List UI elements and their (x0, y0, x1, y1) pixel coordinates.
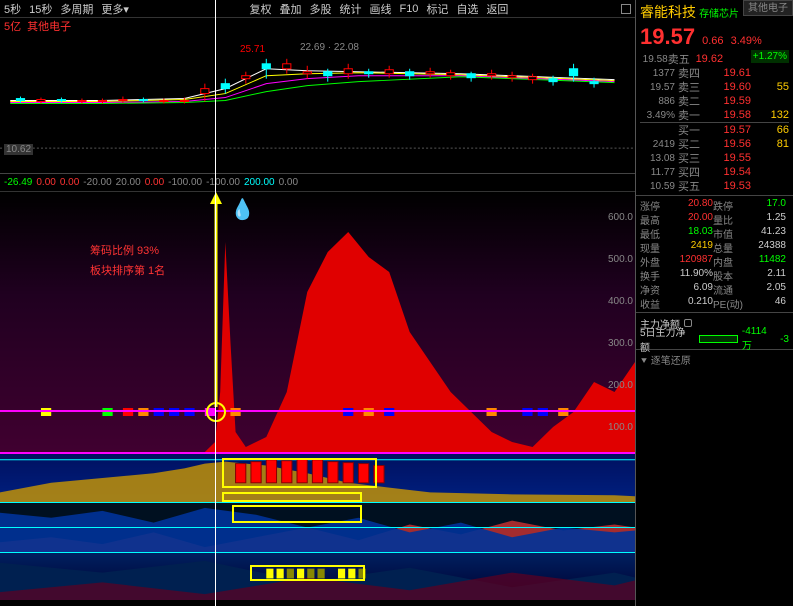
toolbar-item[interactable]: 画线 (369, 1, 391, 17)
scale-value: -100.00 (206, 177, 240, 188)
dropdown-label: 逐笔还原 (651, 356, 691, 367)
scale-value: 0.00 (145, 177, 164, 188)
toolbar-item[interactable]: 统计 (339, 1, 361, 17)
stat-row: 最高20.00量比1.25 (640, 212, 789, 226)
orderbook-row: 19.57卖三19.6055 (640, 80, 789, 94)
y-axis-label: 300.0 (608, 338, 633, 349)
y-axis-label: 200.0 (608, 380, 633, 391)
toolbar-item[interactable]: 复权 (249, 1, 271, 17)
scale-value: 200.00 (244, 177, 275, 188)
sector-label: 其他电子 (27, 18, 71, 34)
quote-side-panel: 其他电子 睿能科技 存储芯片 603933 19.57 0.66 3.49% +… (635, 0, 793, 606)
stat-row: 现量2419总量24388 (640, 240, 789, 254)
orderbook-row: 2419买二19.5681 (640, 137, 789, 151)
candlestick-chart[interactable]: 25.71 22.69 · 22.08 10.62 (0, 34, 635, 174)
orderbook-row: 19.58卖五19.62 (640, 52, 751, 66)
highlight-box (222, 458, 377, 488)
y-axis-label: 400.0 (608, 296, 633, 307)
amount-label: 5亿 (4, 18, 21, 34)
flow-value: -4114万 (742, 326, 776, 352)
price-annotation: 22.69 · 22.08 (300, 42, 359, 53)
y-axis-label: 100.0 (608, 422, 633, 433)
orderbook-row: 886卖二19.59 (640, 94, 789, 108)
highlight-box (222, 492, 362, 502)
arrow-marker (210, 192, 230, 407)
price-annotation: 25.71 (240, 44, 265, 55)
orderbook-row: 3.49%卖一19.58132 (640, 108, 789, 122)
stock-name: 睿能科技 (640, 4, 696, 20)
highlight-box (250, 565, 365, 581)
toolbar-item[interactable]: 更多▾ (101, 1, 129, 17)
toolbar-item[interactable]: 自选 (456, 1, 478, 17)
sub-indicator-2[interactable] (0, 502, 635, 552)
crosshair-vertical (215, 0, 216, 606)
checkbox[interactable] (621, 4, 631, 14)
toolbar-item[interactable]: 5秒 (4, 1, 21, 17)
sub-indicator-1[interactable] (0, 452, 635, 502)
y-axis-label: 600.0 (608, 212, 633, 223)
toolbar-item[interactable]: 多周期 (60, 1, 93, 17)
toolbar-item[interactable]: 叠加 (279, 1, 301, 17)
y-axis-label: 500.0 (608, 254, 633, 265)
sub-indicator-3[interactable] (0, 552, 635, 600)
toolbar-item[interactable]: F10 (399, 3, 418, 15)
price-change: 0.66 (702, 35, 723, 47)
dropdown-selector[interactable]: ⯆ 逐笔还原 (636, 349, 793, 369)
orderbook-row: 买一19.5766 (640, 123, 789, 137)
flow-value-suffix: -3 (780, 334, 789, 345)
scale-value: 20.00 (116, 177, 141, 188)
orderbook-row: 1377卖四19.61 (640, 66, 789, 80)
toolbar-item[interactable]: 返回 (486, 1, 508, 17)
scale-value: -100.00 (168, 177, 202, 188)
annotation-text: 筹码比例 93% (90, 242, 159, 258)
main-indicator-panel[interactable]: 💧 筹码比例 93% 板块排序第 1名 600.0 500.0 400.0 300.0… (0, 192, 635, 452)
last-price: 19.57 (640, 24, 695, 49)
stat-row: 外盘120987内盘11482 (640, 254, 789, 268)
scale-value: 0.00 (60, 177, 79, 188)
stat-row: 换手11.90%股本2.11 (640, 268, 789, 282)
top-toolbar: 5秒 15秒 多周期 更多▾ 复权 叠加 多股 统计 画线 F10 标记 自选 … (0, 0, 635, 18)
annotation-text: 板块排序第 1名 (90, 262, 165, 278)
toolbar-item[interactable]: 标记 (426, 1, 448, 17)
highlight-box (232, 505, 362, 523)
orderbook-row: 13.08买三19.55 (640, 151, 789, 165)
stat-row: 收益0.210PE(动)46 (640, 296, 789, 310)
extra-pct: +1.27% (751, 50, 789, 63)
scale-value: 0.00 (279, 177, 298, 188)
orderbook: 19.58卖五19.621377卖四19.6119.57卖三19.6055886… (636, 50, 793, 196)
price-change-pct: 3.49% (731, 35, 762, 47)
stat-row: 最低18.03市值41.23 (640, 226, 789, 240)
stat-row: 净资6.09流通2.05 (640, 282, 789, 296)
flow-bar (699, 335, 738, 343)
sector-tab[interactable]: 其他电子 (743, 0, 793, 16)
indicator-scale: -26.49 0.00 0.00 -20.00 20.00 0.00 -100.00 -100… (0, 174, 635, 192)
main-chart-area: 5秒 15秒 多周期 更多▾ 复权 叠加 多股 统计 画线 F10 标记 自选 … (0, 0, 635, 606)
chevron-down-icon: ⯆ (640, 356, 651, 367)
toolbar-item[interactable]: 15秒 (29, 1, 52, 17)
water-drop-icon: 💧 (230, 197, 255, 222)
label-row: 5亿 其他电子 (0, 18, 635, 34)
orderbook-row: 11.77买四19.54 (640, 165, 789, 179)
capital-flow: 主力净额 5日主力净额 -4114万 -3 (636, 313, 793, 349)
stat-row: 涨停20.80跌停17.0 (640, 198, 789, 212)
toolbar-item[interactable]: 多股 (309, 1, 331, 17)
scale-value: 0.00 (36, 177, 55, 188)
price-row: 19.57 0.66 3.49% +1.27% (636, 24, 793, 50)
orderbook-row: 10.59买五19.53 (640, 179, 789, 193)
flow-label: 5日主力净额 (640, 324, 695, 354)
stats-grid: 涨停20.80跌停17.0最高20.00量比1.25最低18.03市值41.23… (636, 196, 793, 313)
scale-value: -20.00 (83, 177, 111, 188)
scale-value: -26.49 (4, 177, 32, 188)
baseline-label: 10.62 (4, 144, 33, 155)
stock-tag: 存储芯片 (699, 9, 739, 20)
separator-line (0, 410, 635, 412)
